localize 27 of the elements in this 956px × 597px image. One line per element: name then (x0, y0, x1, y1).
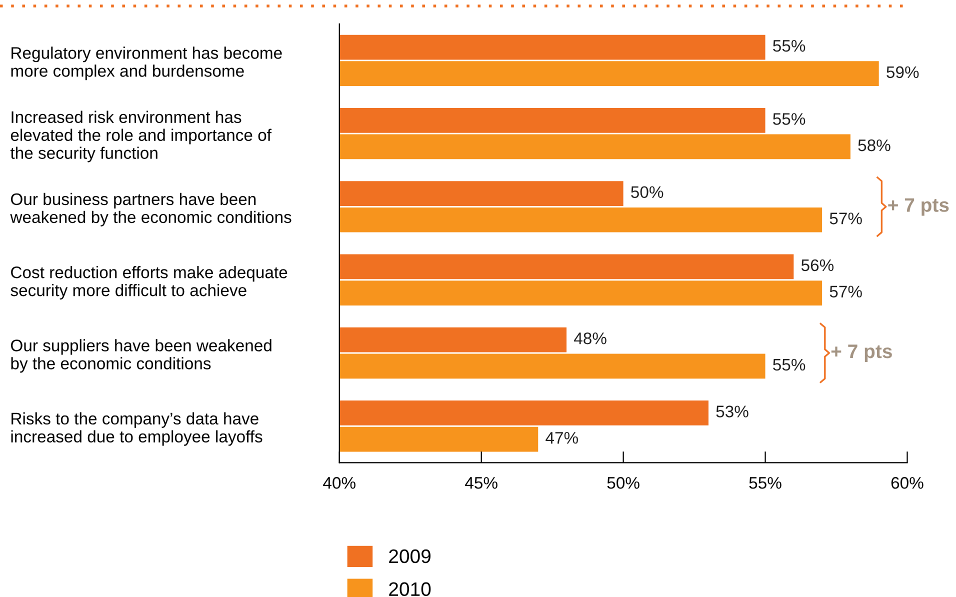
data-label: 56% (801, 259, 834, 272)
data-label: 59% (886, 66, 919, 78)
y-tick-label: Cost reduction efforts make adequate security more difficult to achieve (10, 266, 288, 300)
y-tick-label: Our suppliers have been weakened by the economic conditions (11, 339, 272, 373)
data-label: 57% (830, 286, 862, 298)
x-tick-label: 40% (323, 477, 356, 489)
data-label: 55% (773, 358, 806, 371)
legend-label: 2009 (389, 549, 430, 564)
annotation: + 7 pts (888, 198, 949, 216)
data-label: 47% (546, 432, 578, 444)
y-tick-label: Regulatory environment has become more complex and burdensome (11, 46, 282, 80)
data-label: 57% (830, 212, 862, 224)
annotation: + 7 pts (831, 344, 892, 362)
y-tick-label: Our business partners have been weakened by the economic conditions (10, 192, 292, 226)
x-tick-label: 45% (465, 477, 498, 489)
x-tick-label: 50% (607, 477, 640, 489)
data-label: 55% (773, 40, 806, 52)
data-label: 55% (773, 113, 806, 125)
legend-label: 2010 (389, 582, 431, 596)
data-label: 48% (574, 332, 606, 344)
x-tick-label: 55% (749, 477, 782, 489)
data-label: 50% (631, 186, 664, 198)
data-label: 53% (716, 406, 748, 418)
y-tick-label: Increased risk environment has elevated the role and importance of the security function (10, 110, 272, 162)
data-label: 58% (858, 139, 890, 152)
x-tick-label: 60% (891, 477, 924, 489)
y-tick-label: Risks to the company’s data have increased due to employee layoffs (11, 412, 262, 446)
